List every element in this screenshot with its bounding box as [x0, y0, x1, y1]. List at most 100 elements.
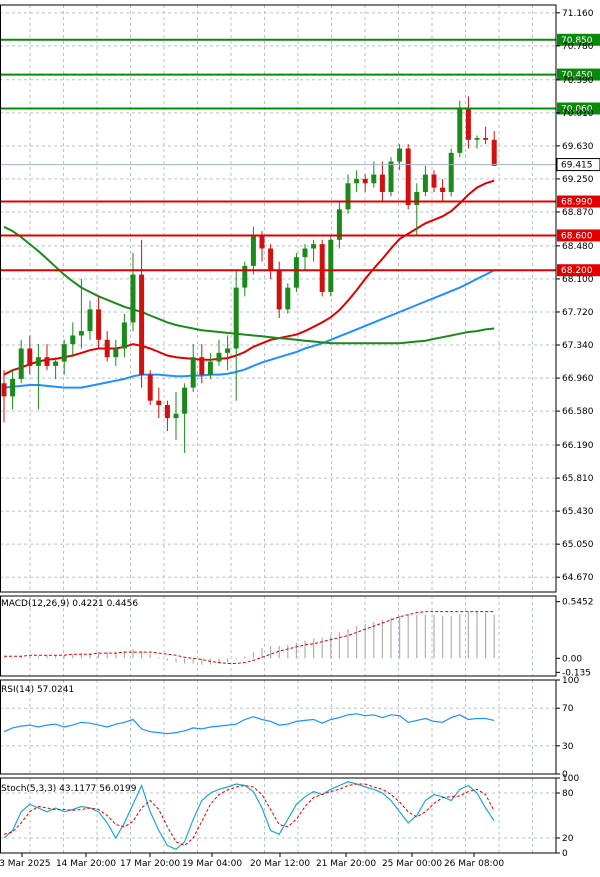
- level-label-bg: [557, 195, 600, 208]
- rsi-line: [3, 713, 495, 735]
- level-label-bg: [557, 33, 600, 46]
- stoch-tick-label: 0: [562, 849, 568, 859]
- stoch-k-line: [3, 781, 495, 851]
- candle-body: [164, 405, 170, 419]
- candle-body: [474, 138, 480, 140]
- candle-body: [354, 178, 360, 184]
- y-tick-label: 69.250: [562, 175, 594, 185]
- candle-body: [199, 357, 205, 375]
- rsi-tick-label: 30: [562, 742, 574, 752]
- level-label: 68.990: [561, 198, 593, 208]
- level-label: 70.450: [561, 71, 593, 81]
- stoch-title: Stoch(5,3,3) 43.1177 56.0199: [1, 784, 137, 794]
- candle-body: [1, 383, 7, 397]
- moving-average-line: [3, 269, 495, 389]
- candle-body: [483, 138, 489, 140]
- x-tick-label: 21 Mar 20:00: [316, 859, 376, 869]
- y-tick-label: 65.050: [562, 540, 594, 550]
- panel-frame: [0, 4, 557, 593]
- candle-body: [207, 361, 213, 375]
- rsi-tick-label: 70: [562, 704, 574, 714]
- x-tick-label: 14 Mar 20:00: [56, 859, 116, 869]
- candle-body: [328, 239, 334, 292]
- y-tick-label: 68.870: [562, 208, 594, 218]
- candle-body: [405, 148, 411, 206]
- candle-body: [457, 109, 463, 153]
- level-label-bg: [557, 264, 600, 277]
- candle-body: [379, 174, 385, 192]
- candle-body: [44, 357, 50, 366]
- x-tick-label: 20 Mar 12:00: [250, 859, 310, 869]
- rsi-tick-label: 100: [562, 676, 579, 686]
- macd-signal-line: [4, 611, 495, 664]
- candle-body: [87, 309, 93, 332]
- y-tick-label: 69.630: [562, 142, 594, 152]
- macd-tick-label: 0.5452: [562, 598, 594, 608]
- stoch-tick-label: 80: [562, 789, 574, 799]
- candle-body: [53, 361, 59, 366]
- candle-body: [130, 274, 136, 323]
- x-tick-label: 25 Mar 00:00: [382, 859, 442, 869]
- candle-body: [465, 109, 471, 140]
- candle-body: [70, 335, 76, 345]
- level-label-bg: [557, 68, 600, 81]
- candle-body: [276, 270, 282, 310]
- candle-body: [216, 352, 222, 362]
- y-tick-label: 67.720: [562, 308, 594, 318]
- candle-body: [414, 191, 420, 206]
- current-price-label: 69.415: [561, 161, 593, 171]
- candle-body: [491, 139, 497, 166]
- x-tick-label: 17 Mar 20:00: [120, 859, 180, 869]
- y-tick-label: 66.960: [562, 374, 594, 384]
- panel-frame: [0, 595, 557, 677]
- candle-body: [242, 265, 248, 288]
- candle-body: [61, 344, 67, 362]
- candle-body: [18, 348, 24, 379]
- level-label-bg: [557, 229, 600, 242]
- y-tick-label: 70.780: [562, 42, 594, 52]
- level-label: 68.600: [561, 231, 593, 241]
- y-tick-label: 68.480: [562, 242, 594, 252]
- y-tick-label: 66.190: [562, 441, 594, 451]
- stoch-tick-label: 20: [562, 834, 574, 844]
- candle-body: [293, 257, 299, 288]
- candle-body: [139, 274, 145, 375]
- x-tick-label: 19 Mar 04:00: [182, 859, 242, 869]
- candle-body: [250, 235, 256, 266]
- candle-body: [147, 374, 153, 401]
- candle-body: [78, 331, 84, 336]
- candle-body: [259, 235, 265, 249]
- candle-body: [422, 174, 428, 192]
- stoch-tick-label: 100: [562, 774, 579, 784]
- candle-body: [156, 400, 162, 406]
- candle-body: [233, 287, 239, 349]
- x-tick-label: 26 Mar 08:00: [444, 859, 504, 869]
- level-label: 68.200: [561, 266, 593, 276]
- panel-frame: [0, 679, 557, 775]
- moving-average-line: [3, 179, 495, 376]
- candle-body: [268, 248, 274, 271]
- level-label: 70.850: [561, 36, 593, 46]
- candle-body: [27, 348, 33, 366]
- x-tick-label: 13 Mar 2025: [0, 859, 51, 869]
- panel-frame: [0, 777, 557, 854]
- macd-tick-label: 0.00: [562, 654, 582, 664]
- candle-body: [113, 348, 119, 358]
- y-tick-label: 70.010: [562, 109, 594, 119]
- candle-body: [285, 287, 291, 310]
- y-tick-label: 65.430: [562, 507, 594, 517]
- rsi-tick-label: 0: [562, 770, 568, 780]
- y-tick-label: 70.390: [562, 76, 594, 86]
- y-tick-label: 65.810: [562, 474, 594, 484]
- candle-body: [440, 187, 446, 192]
- candle-body: [182, 387, 188, 414]
- y-tick-label: 64.670: [562, 573, 594, 583]
- candle-body: [388, 161, 394, 192]
- level-label-bg: [557, 102, 600, 115]
- candle-body: [336, 209, 342, 240]
- macd-title: MACD(12,26,9) 0.4221 0.4456: [1, 599, 138, 609]
- candle-body: [96, 309, 102, 340]
- candle-body: [225, 348, 231, 353]
